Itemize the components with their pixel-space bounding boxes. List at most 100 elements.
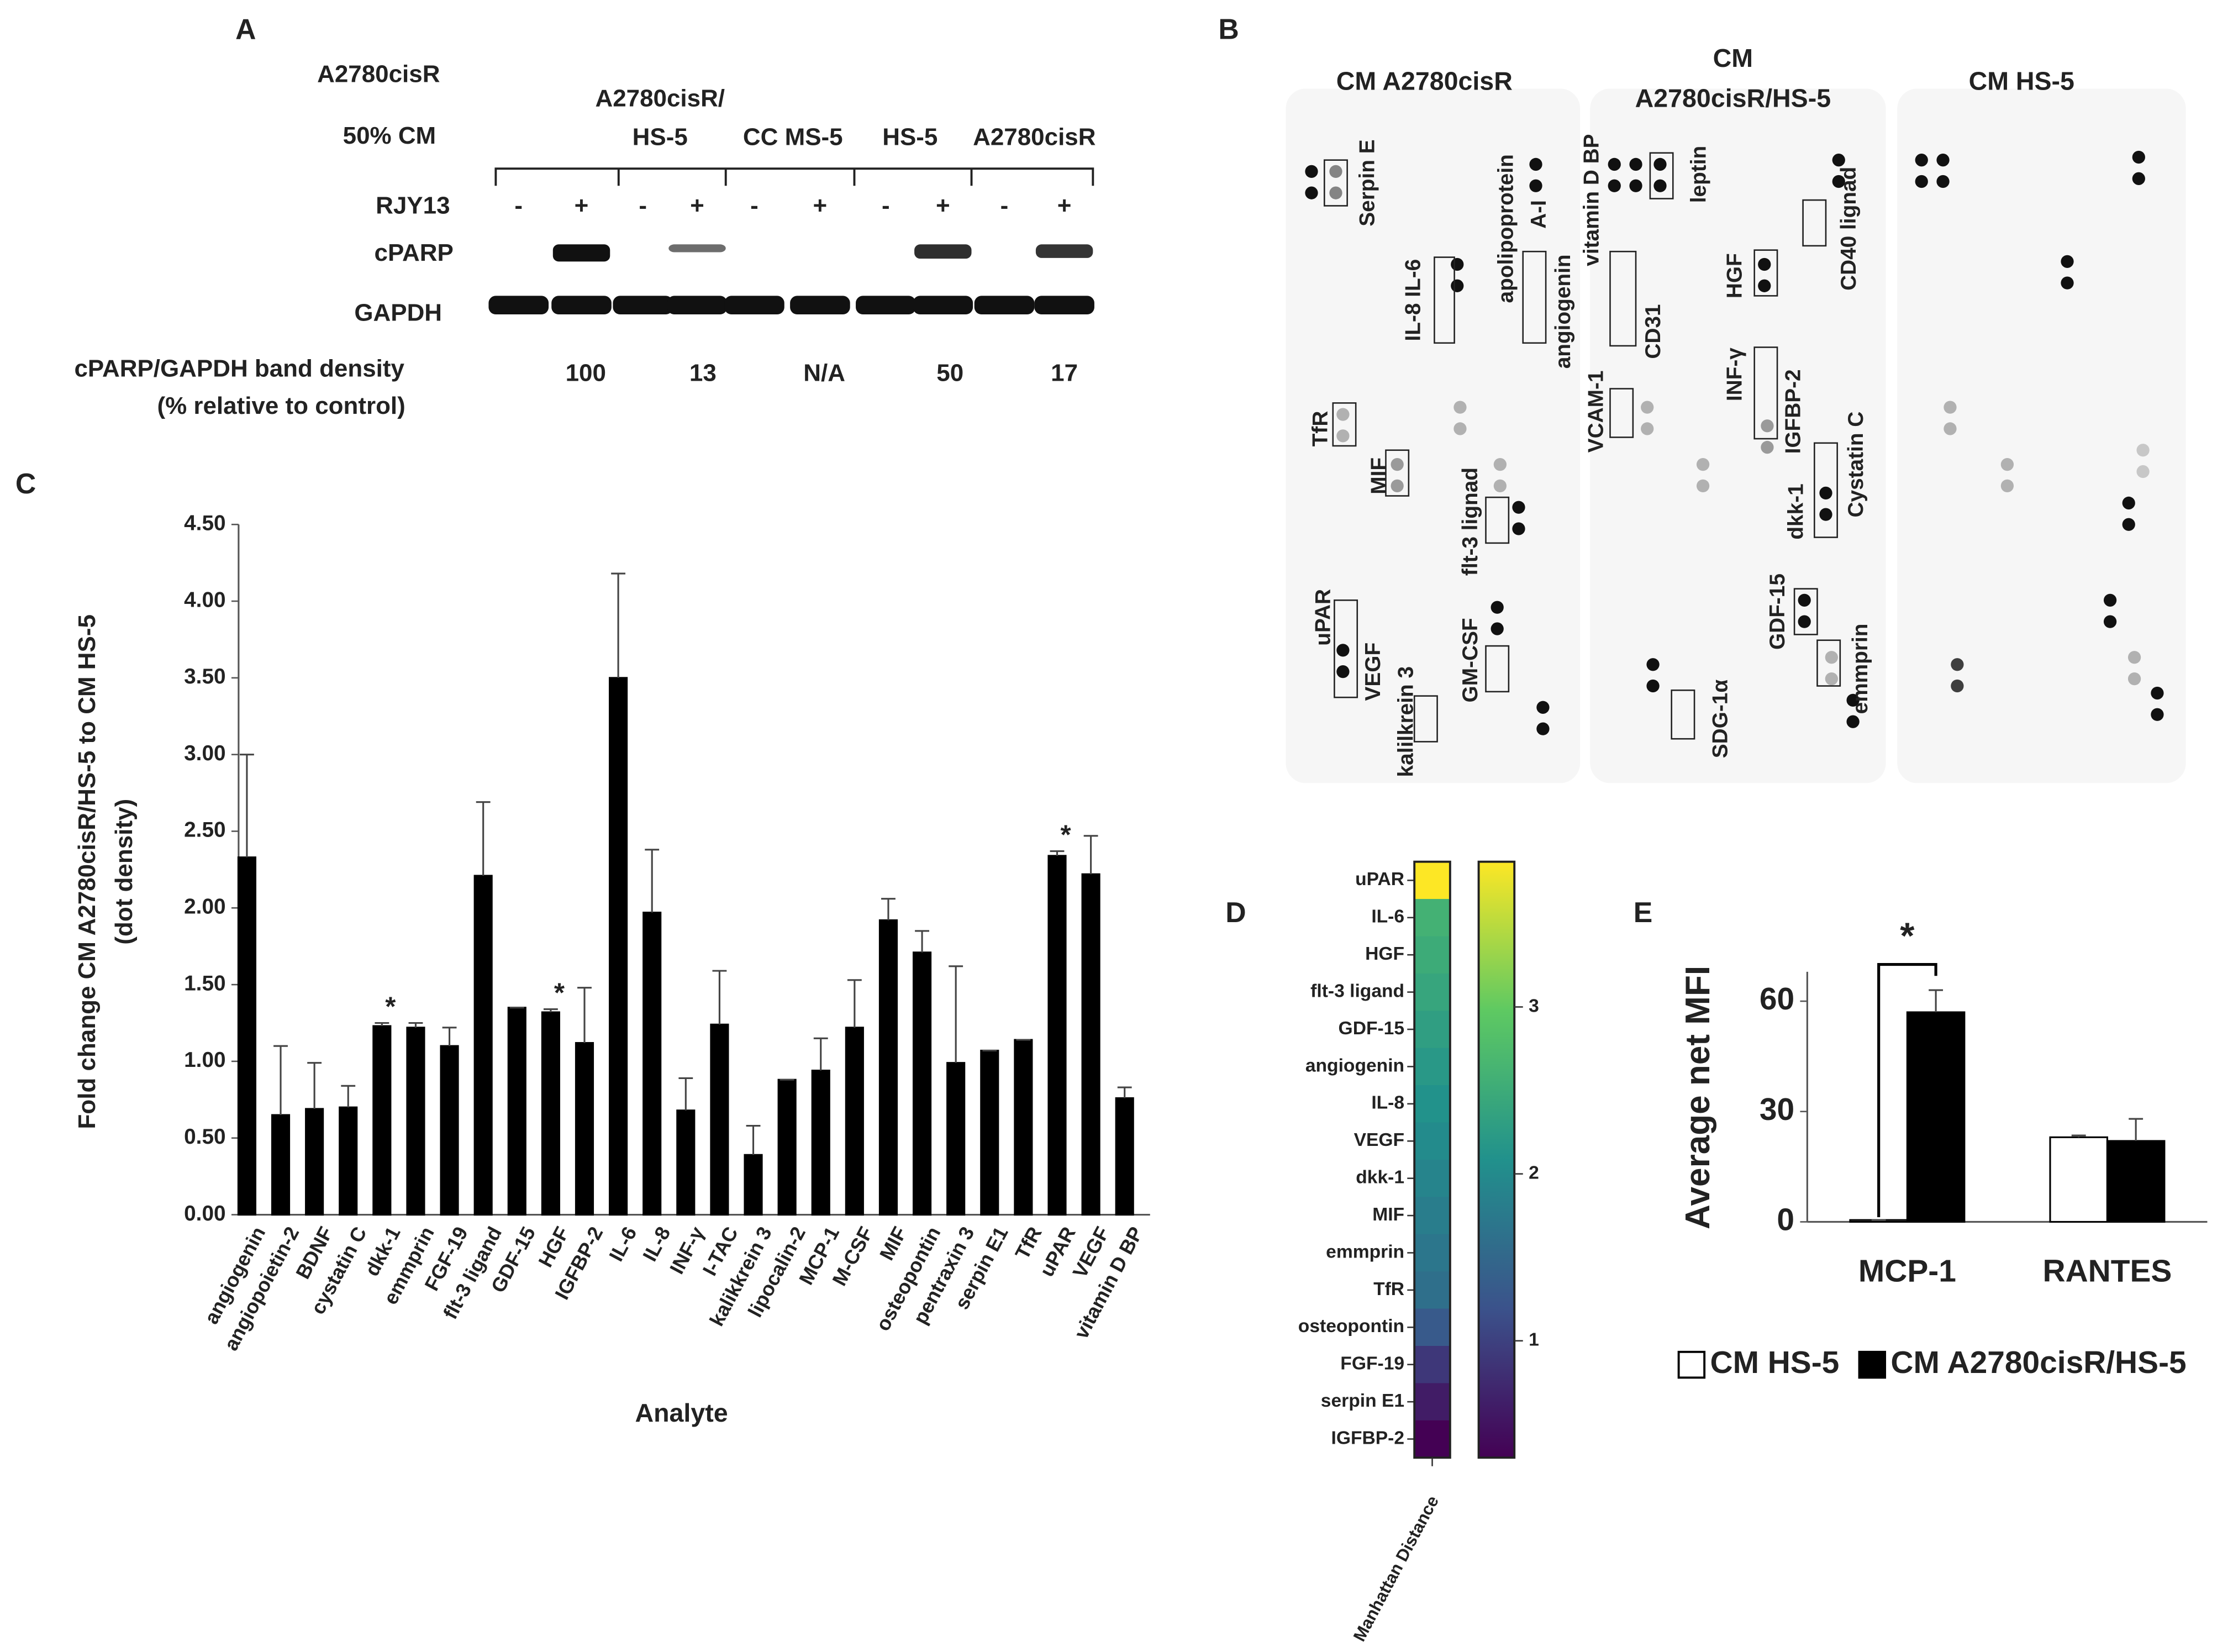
array-dot xyxy=(1512,501,1525,514)
row-label: cPARP xyxy=(375,239,454,266)
array-dot xyxy=(2103,593,2117,607)
array-dot xyxy=(1629,157,1642,171)
error-bar xyxy=(239,754,254,857)
array-dot xyxy=(1608,157,1621,171)
array-dot xyxy=(1936,154,1950,167)
array-dot xyxy=(1453,422,1467,435)
error-bar xyxy=(915,930,929,953)
spot-box xyxy=(1485,645,1510,693)
group-label: CC MS-5 xyxy=(743,123,843,150)
error-bar xyxy=(2129,1118,2144,1141)
heat-cell xyxy=(1414,936,1450,974)
array-dot xyxy=(1915,175,1928,188)
array-dot xyxy=(1329,186,1342,199)
significance-mark: * xyxy=(385,992,396,1022)
row-label: angiogenin xyxy=(1305,1055,1404,1076)
bar xyxy=(811,1070,830,1216)
group-label: HS-5 xyxy=(633,123,688,150)
bar xyxy=(710,1023,729,1216)
row-label: FGF-19 xyxy=(1340,1354,1404,1374)
row-label: IGFBP-2 xyxy=(1331,1428,1405,1448)
bar xyxy=(609,677,628,1216)
array-dot xyxy=(1825,672,1838,686)
colorbar-tick-label: 1 xyxy=(1529,1330,1539,1350)
heat-cell xyxy=(1414,1085,1450,1123)
array-title: CM A2780cisR xyxy=(1336,66,1513,95)
row-label: GDF-15 xyxy=(1339,1018,1405,1039)
array-dot xyxy=(1641,401,1654,414)
spot-box xyxy=(1816,639,1841,687)
treatment-sign: - xyxy=(639,192,647,219)
bar xyxy=(642,912,662,1216)
bar xyxy=(339,1106,358,1216)
heat-cell xyxy=(1414,1420,1450,1459)
y-tick-label: 30 xyxy=(1760,1092,1794,1127)
bar xyxy=(980,1049,999,1216)
error-bar xyxy=(341,1085,356,1108)
panel-label: B xyxy=(1218,13,1239,45)
y-axis-title: Average net MFI xyxy=(1679,966,1717,1229)
bar xyxy=(406,1027,425,1216)
spot-box xyxy=(1413,695,1438,743)
spot-label: IGFBP-2 xyxy=(1781,369,1805,454)
bar xyxy=(676,1109,696,1216)
array-dot xyxy=(1915,154,1928,167)
heat-cell xyxy=(1414,1271,1450,1309)
array-dot xyxy=(2122,518,2135,531)
error-bar xyxy=(375,1022,389,1027)
error-bar xyxy=(1929,989,1944,1013)
density-value: 50 xyxy=(936,359,963,386)
heat-cell xyxy=(1414,1383,1450,1421)
density-value: 100 xyxy=(566,359,606,386)
panel-label: D xyxy=(1225,896,1246,928)
bar xyxy=(777,1078,797,1216)
panel-label: E xyxy=(1634,896,1652,928)
spot-box xyxy=(1609,250,1637,347)
spot-label: emmprin xyxy=(1848,624,1872,714)
error-bar xyxy=(949,965,963,1063)
spot-label: apolipoprotein xyxy=(1494,154,1518,303)
error-bar xyxy=(813,1037,828,1071)
array-dot xyxy=(1832,154,1845,167)
treatment-sign: - xyxy=(882,192,890,219)
array-dot xyxy=(1536,701,1550,714)
spot-label: A-I xyxy=(1527,200,1551,229)
bar xyxy=(912,951,932,1216)
bar xyxy=(1047,855,1067,1216)
blot-band xyxy=(974,296,1035,315)
y-tick-label: 2.50 xyxy=(184,818,225,842)
significance-mark: * xyxy=(1060,820,1071,850)
density-value: 17 xyxy=(1051,359,1078,386)
bar xyxy=(237,856,256,1216)
array-dot xyxy=(2061,276,2074,290)
x-axis-title: Manhattan Distance xyxy=(1350,1492,1442,1644)
array-dot xyxy=(1336,429,1350,443)
spot-box xyxy=(1323,159,1348,207)
error-bar xyxy=(746,1124,761,1155)
row-label: emmprin xyxy=(1326,1241,1404,1262)
row-label: uPAR xyxy=(1355,869,1404,890)
error-bar xyxy=(712,970,727,1025)
bar xyxy=(845,1027,864,1216)
treatment-sign: - xyxy=(514,192,523,219)
array-dot xyxy=(1536,722,1550,735)
array-dot xyxy=(1758,279,1771,292)
panel-label: C xyxy=(15,467,36,499)
group-label: A2780cisR/ xyxy=(595,85,725,112)
spot-box xyxy=(1671,689,1695,740)
bar xyxy=(575,1042,594,1216)
spot-label: IL-8 IL-6 xyxy=(1401,259,1425,341)
array-dot xyxy=(2061,255,2074,268)
spot-label: HGF xyxy=(1723,253,1746,298)
blot-band xyxy=(668,244,726,252)
blot-band xyxy=(488,296,549,315)
spot-box xyxy=(1793,588,1818,635)
heat-cell xyxy=(1414,1197,1450,1235)
blot-band xyxy=(856,296,916,315)
array-dot xyxy=(1529,157,1542,171)
blot-band xyxy=(1035,244,1093,258)
error-bar xyxy=(442,1027,457,1046)
array-dot xyxy=(2103,615,2117,628)
y-tick-label: 0 xyxy=(1777,1202,1794,1237)
